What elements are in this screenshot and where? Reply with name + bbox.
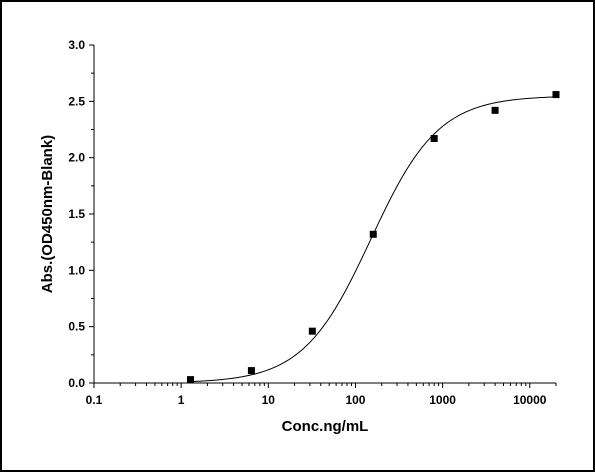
axis-labels: Conc.ng/mL Abs.(OD450nm-Blank) bbox=[39, 135, 368, 435]
axes: 0.0 0.5 1.0 1.5 2.0 2.5 3.0 0.1 1 10 100 1000 10000 bbox=[68, 38, 557, 407]
y-tick-label: 3.0 bbox=[68, 38, 85, 52]
fit-curve-group bbox=[190, 96, 557, 383]
y-tick-label: 1.5 bbox=[68, 207, 85, 221]
y-tick-label: 0.0 bbox=[68, 376, 85, 390]
x-tick-label: 10 bbox=[262, 393, 276, 407]
y-axis-title: Abs.(OD450nm-Blank) bbox=[39, 135, 56, 293]
y-tick-label: 2.5 bbox=[68, 94, 85, 108]
data-point bbox=[186, 376, 194, 384]
data-point bbox=[308, 327, 316, 335]
x-tick-label: 0.1 bbox=[86, 393, 103, 407]
y-tick-label: 0.5 bbox=[68, 320, 85, 334]
y-tick-label: 1.0 bbox=[68, 263, 85, 277]
x-tick-label: 10000 bbox=[513, 393, 547, 407]
x-axis-title: Conc.ng/mL bbox=[282, 418, 369, 435]
x-tick-label: 1 bbox=[178, 393, 185, 407]
data-point bbox=[430, 135, 438, 143]
data-point bbox=[491, 106, 499, 114]
fit-curve bbox=[190, 96, 557, 383]
data-points bbox=[186, 91, 560, 384]
x-tick-label: 100 bbox=[345, 393, 365, 407]
data-point bbox=[552, 91, 560, 99]
y-tick-label: 2.0 bbox=[68, 151, 85, 165]
data-point bbox=[369, 230, 377, 238]
data-point bbox=[247, 367, 255, 375]
x-tick-label: 1000 bbox=[429, 393, 456, 407]
